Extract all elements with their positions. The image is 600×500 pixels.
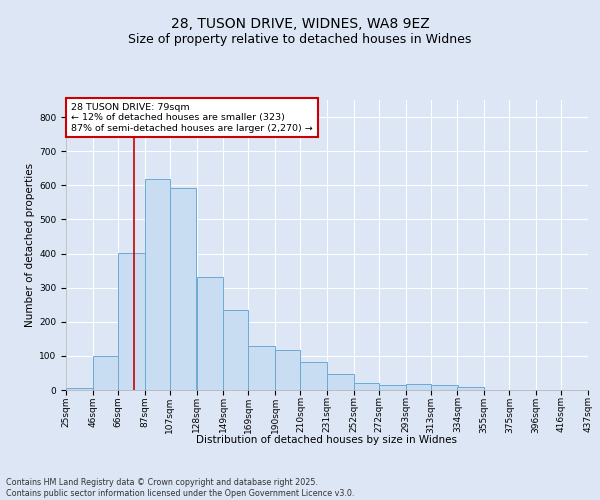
Bar (223, 310, 248, 390)
Bar (353, 383, 379, 390)
Text: Contains HM Land Registry data © Crown copyright and database right 2025.
Contai: Contains HM Land Registry data © Crown c… (6, 478, 355, 498)
Text: Size of property relative to detached houses in Widnes: Size of property relative to detached ho… (128, 32, 472, 46)
Bar (275, 350, 301, 390)
Bar (379, 384, 406, 390)
Text: 28, TUSON DRIVE, WIDNES, WA8 9EZ: 28, TUSON DRIVE, WIDNES, WA8 9EZ (170, 18, 430, 32)
Bar (301, 362, 327, 390)
Bar (66, 388, 92, 390)
Bar (406, 384, 431, 390)
Bar (327, 374, 353, 390)
Bar (197, 276, 223, 390)
Bar (431, 384, 458, 390)
Bar (118, 252, 145, 390)
Bar (457, 387, 484, 390)
Bar (170, 188, 196, 390)
Bar (92, 356, 118, 390)
Text: 28 TUSON DRIVE: 79sqm
← 12% of detached houses are smaller (323)
87% of semi-det: 28 TUSON DRIVE: 79sqm ← 12% of detached … (71, 103, 313, 132)
Bar (145, 179, 170, 390)
Bar (248, 346, 275, 390)
Y-axis label: Number of detached properties: Number of detached properties (25, 163, 35, 327)
X-axis label: Distribution of detached houses by size in Widnes: Distribution of detached houses by size … (197, 436, 458, 446)
